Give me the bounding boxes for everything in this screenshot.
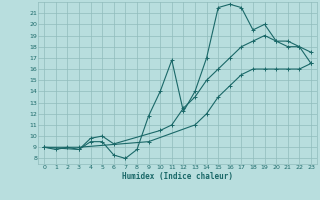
X-axis label: Humidex (Indice chaleur): Humidex (Indice chaleur)	[122, 172, 233, 181]
